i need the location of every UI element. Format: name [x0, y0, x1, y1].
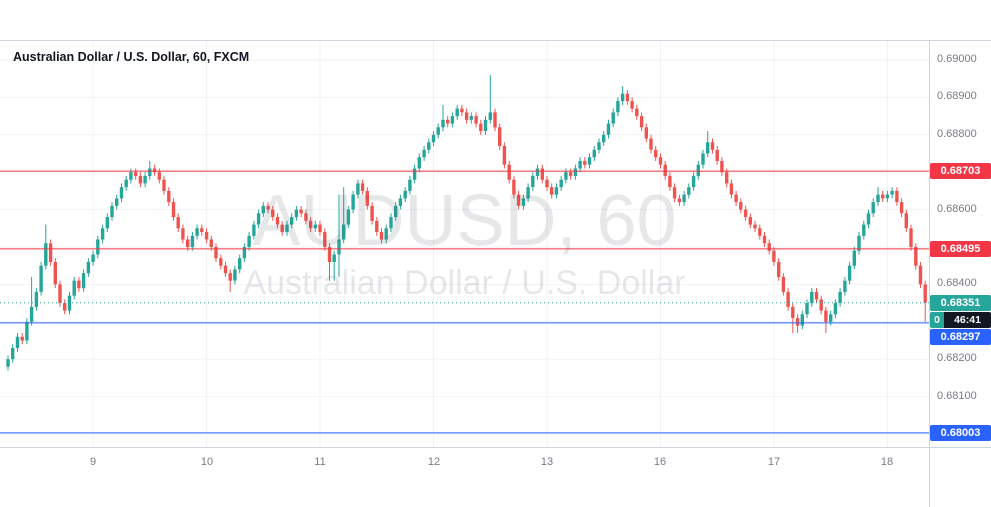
- price-tick: 0.68400: [937, 277, 977, 289]
- price-tick: 0.68900: [937, 90, 977, 102]
- time-tick: 9: [89, 456, 97, 468]
- price-axis[interactable]: 0.69000 0.68900 0.68800 0.68600 0.68400 0.682…: [930, 41, 991, 507]
- resistance-line-2-price-label: 0.68495: [930, 241, 991, 257]
- countdown-time: 46:41: [944, 312, 991, 328]
- current-price-label: 0.68351: [930, 295, 991, 311]
- time-tick: 11: [314, 456, 326, 468]
- price-tick: 0.68200: [937, 352, 977, 364]
- time-tick: 13: [540, 456, 554, 468]
- price-tick: 0.68600: [937, 203, 977, 215]
- countdown-prefix: 0: [930, 312, 944, 328]
- time-axis[interactable]: 9 10 11 12 13 16 17 18: [0, 448, 929, 507]
- price-tick: 0.68100: [937, 390, 977, 402]
- time-tick: 12: [427, 456, 441, 468]
- symbol-legend[interactable]: Australian Dollar / U.S. Dollar, 60, FXC…: [13, 50, 250, 64]
- price-tick: 0.69000: [937, 53, 977, 65]
- bar-countdown: 0 46:41: [930, 312, 991, 328]
- resistance-line-1-price-label: 0.68703: [930, 163, 991, 179]
- support-line-1-price-label: 0.68297: [930, 329, 991, 345]
- price-tick: 0.68800: [937, 128, 977, 140]
- support-line-2-price-label: 0.68003: [930, 425, 991, 441]
- time-tick: 10: [200, 456, 214, 468]
- time-tick: 16: [653, 456, 667, 468]
- time-tick: 18: [880, 456, 894, 468]
- time-tick: 17: [767, 456, 781, 468]
